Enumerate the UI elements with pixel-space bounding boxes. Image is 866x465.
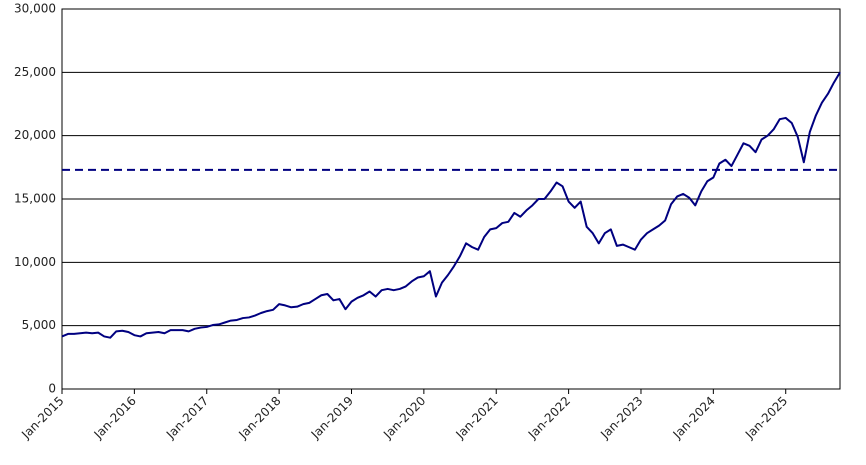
x-tick-label: Jan-2022 <box>525 394 573 442</box>
x-tick-label: Jan-2023 <box>597 394 645 442</box>
y-tick-label: 10,000 <box>14 255 56 269</box>
x-tick-label: Jan-2015 <box>18 394 66 442</box>
series-line <box>61 71 841 339</box>
x-tick-label: Jan-2025 <box>742 394 790 442</box>
y-tick-label: 0 <box>48 382 56 396</box>
y-tick-label: 20,000 <box>14 128 56 142</box>
y-tick-label: 30,000 <box>14 2 56 16</box>
x-tick-label: Jan-2019 <box>308 394 356 442</box>
x-tick-label: Jan-2021 <box>452 394 500 442</box>
y-tick-label: 15,000 <box>14 192 56 206</box>
plot-border <box>61 8 841 390</box>
y-tick-label: 25,000 <box>14 65 56 79</box>
x-tick-label: Jan-2020 <box>380 394 428 442</box>
x-tick-label: Jan-2016 <box>91 394 139 442</box>
x-tick-label: Jan-2017 <box>163 394 211 442</box>
x-tick-label: Jan-2024 <box>670 394 718 442</box>
x-tick-label: Jan-2018 <box>235 394 283 442</box>
y-tick-label: 5,000 <box>22 318 56 332</box>
